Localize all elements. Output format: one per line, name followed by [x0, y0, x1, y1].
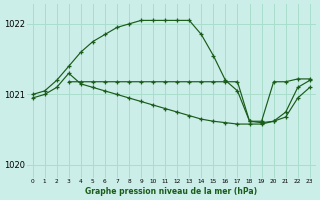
X-axis label: Graphe pression niveau de la mer (hPa): Graphe pression niveau de la mer (hPa) [85, 187, 257, 196]
